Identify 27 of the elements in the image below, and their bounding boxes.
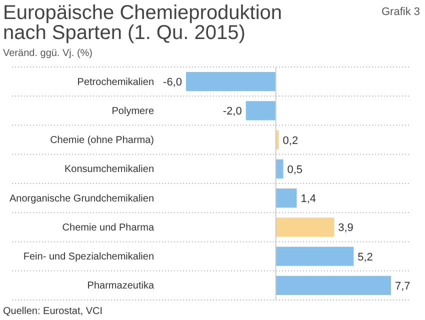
text: Veränd. ggü. Vj. (%) [3,48,92,59]
y-tick-label: Konsumchemikalien [64,164,154,176]
y-tick-label: Chemie und Pharma [62,222,154,234]
source-note: Quellen: Eurostat, VCI [3,306,102,317]
bar [276,246,354,266]
bar [186,72,276,92]
y-tick-label: Polymere [112,106,154,117]
bar [246,101,276,120]
data-label: 7,7 [395,280,410,292]
y-tick-label: Chemie (ohne Pharma) [50,135,154,146]
data-label: 5,2 [358,251,373,264]
text: Grafik 3 [381,6,420,18]
data-label: 1,4 [300,193,316,206]
y-tick-label: Petrochemikalien [77,76,154,88]
data-label: 3,9 [338,222,354,234]
y-tick-label: Fein- und Spezialchemikalien [23,252,154,263]
y-tick-label: Pharmazeutika [87,280,154,292]
bar [276,159,284,178]
chart-title: Europäische Chemieproduktion nach Sparten (1. Qu. 2015) [3,2,282,44]
bar [276,276,391,295]
data-label: 0,2 [282,134,298,147]
data-label: 0,5 [287,164,303,176]
data-label: -6,0 [163,76,182,89]
y-tick-label: Anorganische Grundchemikalien [9,193,154,204]
bar [276,188,297,208]
bar [276,218,334,237]
data-label: -2,0 [222,106,242,118]
